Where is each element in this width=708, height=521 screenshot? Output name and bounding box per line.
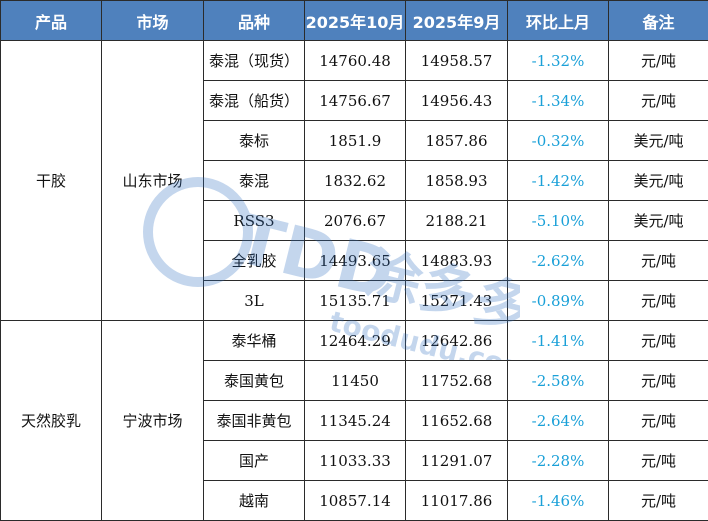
oct-price-cell: 14493.65 [304,240,406,281]
unit-cell: 元/吨 [608,80,708,121]
product-cell: 天然胶乳 [0,320,102,521]
oct-price-cell: 12464.29 [304,320,406,361]
header-unit: 备注 [608,0,708,41]
table-row: 3L 15135.71 15271.43 -0.89% 元/吨 [1,280,708,321]
change-cell: -2.62% [507,240,609,281]
sep-price-cell: 14883.93 [405,240,508,281]
oct-price-cell: 11033.33 [304,440,406,481]
unit-cell: 元/吨 [608,320,708,361]
change-cell: -2.64% [507,400,609,441]
change-cell: -1.32% [507,40,609,81]
unit-cell: 美元/吨 [608,160,708,201]
sep-price-cell: 1857.86 [405,120,508,161]
variety-cell: RSS3 [203,200,305,241]
sep-price-cell: 14958.57 [405,40,508,81]
change-cell: -5.10% [507,200,609,241]
oct-price-cell: 11345.24 [304,400,406,441]
unit-cell: 美元/吨 [608,120,708,161]
variety-cell: 全乳胶 [203,240,305,281]
variety-cell: 泰国黄包 [203,360,305,401]
oct-price-cell: 15135.71 [304,280,406,321]
table-row: 越南 10857.14 11017.86 -1.46% 元/吨 [1,480,708,521]
table-row: RSS3 2076.67 2188.21 -5.10% 美元/吨 [1,200,708,241]
header-market: 市场 [101,0,204,41]
sep-price-cell: 11291.07 [405,440,508,481]
unit-cell: 元/吨 [608,40,708,81]
oct-price-cell: 10857.14 [304,480,406,521]
product-cell: 干胶 [0,40,102,321]
header-row: 产品 市场 品种 2025年10月 2025年9月 环比上月 备注 [0,0,708,41]
variety-cell: 泰国非黄包 [203,400,305,441]
sep-price-cell: 11752.68 [405,360,508,401]
unit-cell: 元/吨 [608,240,708,281]
table-row: 泰混（船货） 14756.67 14956.43 -1.34% 元/吨 [1,80,708,121]
unit-cell: 元/吨 [608,400,708,441]
table-row: 天然胶乳 宁波市场 泰华桶 12464.29 12642.86 -1.41% 元… [0,320,708,521]
variety-cell: 3L [203,280,305,321]
table-row: 全乳胶 14493.65 14883.93 -2.62% 元/吨 [1,240,708,281]
sep-price-cell: 14956.43 [405,80,508,121]
oct-price-cell: 1851.9 [304,120,406,161]
oct-price-cell: 11450 [304,360,406,401]
header-change: 环比上月 [507,0,609,41]
change-cell: -0.89% [507,280,609,321]
change-cell: -1.42% [507,160,609,201]
variety-cell: 泰混（船货） [203,80,305,121]
unit-cell: 元/吨 [608,480,708,521]
oct-price-cell: 1832.62 [304,160,406,201]
sep-price-cell: 2188.21 [405,200,508,241]
header-oct: 2025年10月 [304,0,406,41]
change-cell: -2.58% [507,360,609,401]
oct-price-cell: 14756.67 [304,80,406,121]
variety-cell: 泰标 [203,120,305,161]
variety-cell: 泰混（现货） [203,40,305,81]
change-cell: -2.28% [507,440,609,481]
market-cell: 山东市场 [101,40,204,321]
table-row: 干胶 山东市场 泰混（现货） 14760.48 14958.57 -1.32% … [0,40,708,321]
header-product: 产品 [0,0,102,41]
table-row: 泰混 1832.62 1858.93 -1.42% 美元/吨 [1,160,708,201]
sep-price-cell: 11017.86 [405,480,508,521]
variety-cell: 泰华桶 [203,320,305,361]
variety-cell: 国产 [203,440,305,481]
sep-price-cell: 15271.43 [405,280,508,321]
change-cell: -1.46% [507,480,609,521]
variety-cell: 越南 [203,480,305,521]
table-row: 国产 11033.33 11291.07 -2.28% 元/吨 [1,440,708,481]
unit-cell: 元/吨 [608,440,708,481]
change-cell: -1.41% [507,320,609,361]
unit-cell: 元/吨 [608,280,708,321]
sep-price-cell: 12642.86 [405,320,508,361]
variety-cell: 泰混 [203,160,305,201]
market-cell: 宁波市场 [101,320,204,521]
change-cell: -0.32% [507,120,609,161]
table-row: 泰标 1851.9 1857.86 -0.32% 美元/吨 [1,120,708,161]
header-sep: 2025年9月 [405,0,508,41]
change-cell: -1.34% [507,80,609,121]
unit-cell: 元/吨 [608,360,708,401]
header-variety: 品种 [203,0,305,41]
oct-price-cell: 2076.67 [304,200,406,241]
oct-price-cell: 14760.48 [304,40,406,81]
sep-price-cell: 11652.68 [405,400,508,441]
unit-cell: 美元/吨 [608,200,708,241]
sep-price-cell: 1858.93 [405,160,508,201]
